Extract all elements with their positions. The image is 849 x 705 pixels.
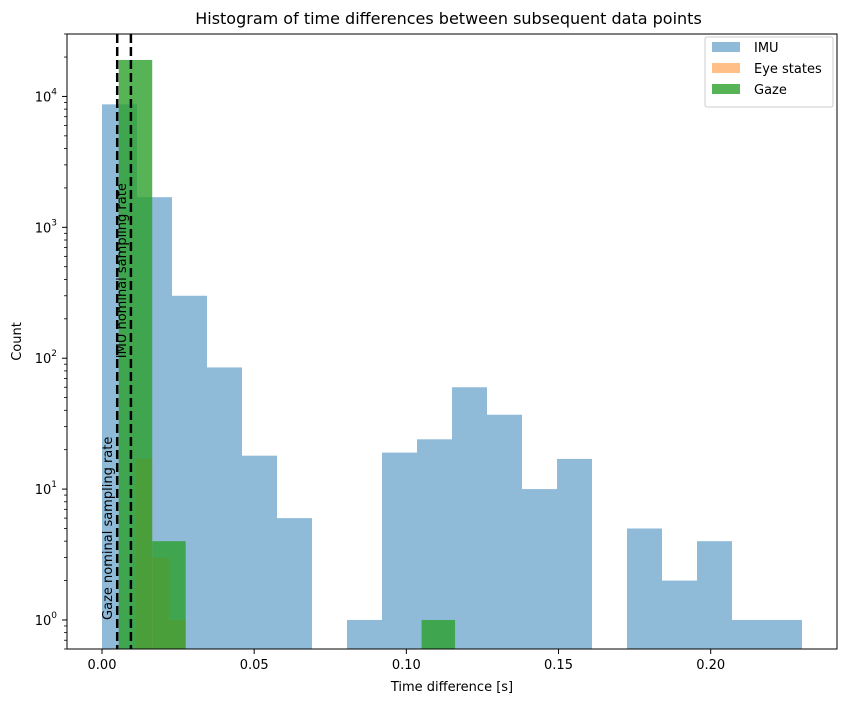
x-tick-label: 0.05 (240, 658, 269, 673)
legend-label-imu: IMU (754, 41, 779, 56)
bar-gaze-1 (152, 541, 186, 649)
x-tick-label: 0.00 (88, 658, 117, 673)
bar-imu-10 (452, 387, 487, 649)
bar-imu-3 (207, 367, 242, 649)
bar-imu-8 (382, 452, 417, 649)
bar-imu-18 (732, 619, 767, 649)
legend-swatch-imu (712, 42, 740, 52)
legend-swatch-eye-states (712, 63, 740, 73)
bar-imu-7 (347, 619, 382, 649)
bar-imu-5 (277, 518, 312, 649)
reference-lines-layer: Gaze nominal sampling rate IMU nominal sa… (101, 34, 133, 649)
legend-swatch-gaze (712, 84, 740, 94)
bar-gaze-0 (118, 59, 153, 650)
x-axis-label: Time difference [s] (390, 680, 513, 695)
bar-imu-9 (417, 439, 452, 649)
bar-imu-12 (522, 489, 557, 649)
plot-frame (66, 33, 838, 650)
bar-imu-19 (767, 619, 802, 649)
legend-label-eye-states: Eye states (754, 62, 822, 77)
x-axis: 0.00 0.05 0.10 0.15 0.20 (88, 649, 725, 673)
x-tick-label: 0.20 (696, 658, 725, 673)
bar-imu-16 (662, 580, 697, 649)
y-axis-label: Count (10, 322, 25, 361)
x-tick-label: 0.10 (392, 658, 421, 673)
bar-imu-13 (557, 458, 592, 649)
legend-label-gaze: Gaze (754, 83, 787, 98)
reference-label-1: IMU nominal sampling rate (115, 183, 130, 358)
bar-imu-17 (697, 541, 732, 649)
x-tick-label: 0.15 (544, 658, 573, 673)
bar-imu-4 (242, 455, 277, 649)
legend: IMU Eye states Gaze (704, 36, 834, 108)
bar-imu-15 (627, 528, 662, 649)
bar-gaze-2 (421, 619, 456, 649)
reference-label-0: Gaze nominal sampling rate (101, 437, 116, 620)
bar-imu-11 (487, 414, 522, 649)
chart-title: Histogram of time differences between su… (195, 9, 702, 28)
